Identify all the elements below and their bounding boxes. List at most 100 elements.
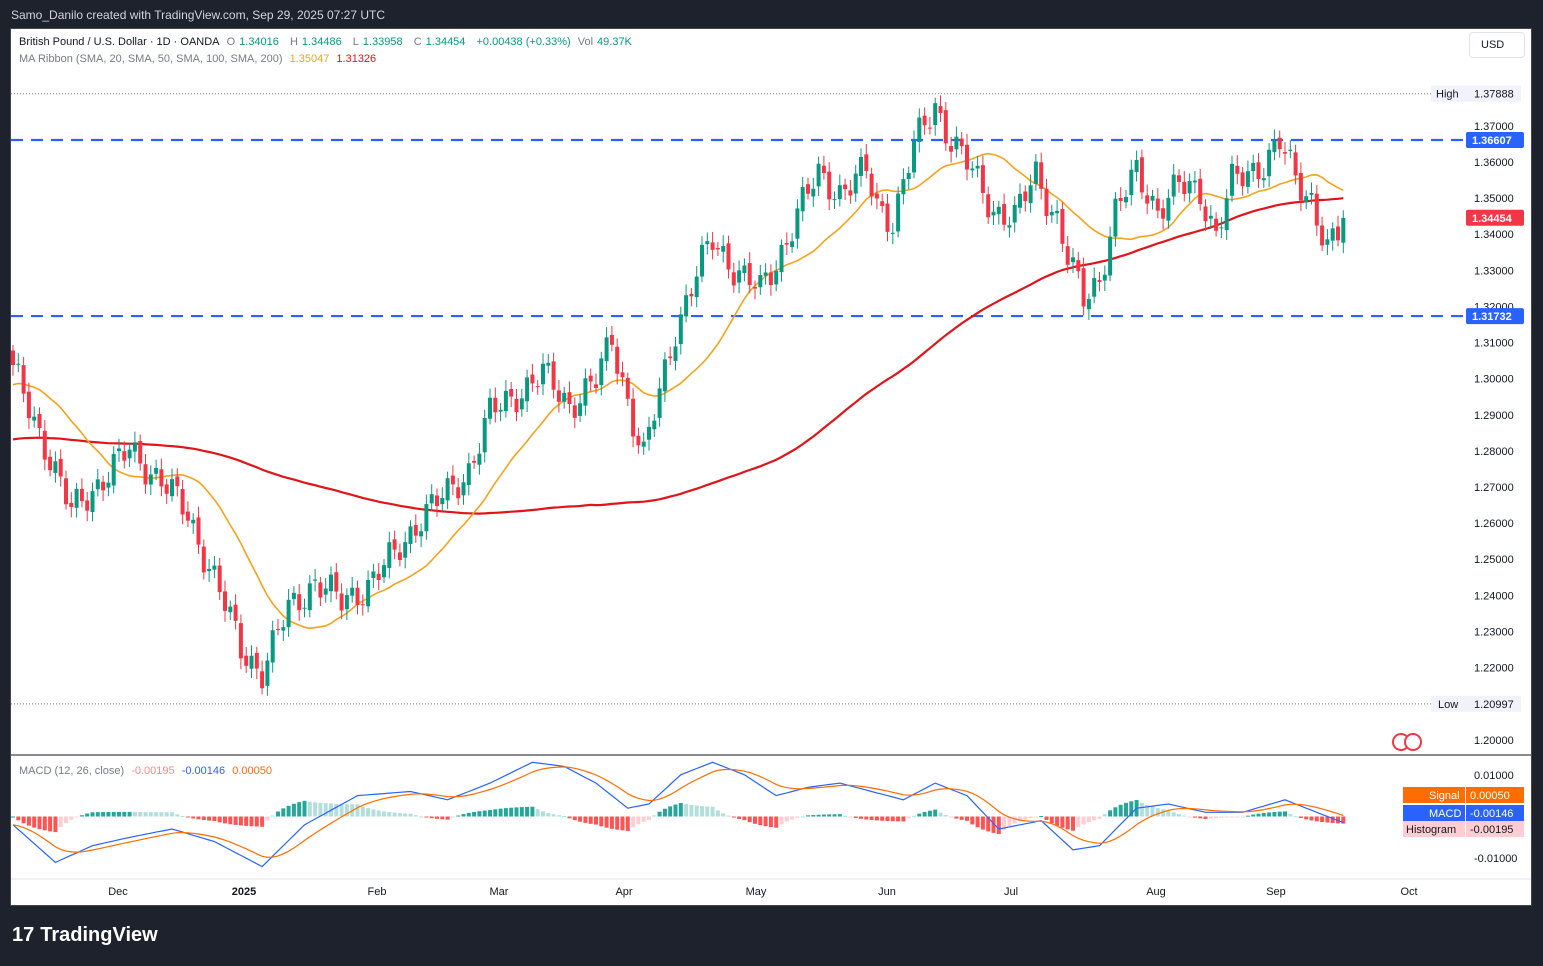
macd-histogram-bar [122,811,127,817]
candle-body [371,571,376,579]
candle-body [546,362,551,366]
candle-body [726,243,731,270]
macd-histogram-bar [498,808,503,817]
macd-histogram-bar [551,814,556,817]
macd-histogram-bar [779,816,784,825]
candle-body [1304,196,1309,203]
candle-body [260,671,265,689]
candle-body [106,482,111,488]
candle-body [1002,204,1007,225]
macd-histogram-bar [435,816,439,819]
candle-body [313,579,318,581]
macd-histogram-bar [726,815,731,817]
macd-histogram-bar [535,809,540,817]
macd-signal-value: 0.00050 [232,765,272,777]
candle-body [837,185,842,200]
candle-body [413,525,418,536]
price-tick-label: 1.20000 [1474,735,1514,747]
level-price-tag [1466,308,1524,325]
price-tick-label: 1.28000 [1474,446,1514,458]
macd-histogram-bar [689,804,694,817]
macd-histogram-bar [530,806,535,817]
candle-body [37,413,42,428]
macd-histogram-bar [32,816,37,828]
candle-body [694,276,699,298]
candle-body [509,389,514,397]
sma-50-line [12,152,1344,630]
chart-frame[interactable]: 1.390001.380001.370001.360001.350001.340… [10,28,1532,906]
candle-body [291,592,296,600]
macd-histogram-bar [1277,811,1282,817]
macd-histogram-bar [1341,816,1346,824]
macd-histogram-bar [896,816,901,822]
price-tick-label: 1.30000 [1474,374,1514,386]
macd-histogram-bar [85,813,90,817]
macd-histogram-bar [715,810,720,817]
macd-histogram-bar [233,816,238,825]
candle-body [737,270,742,283]
price-legend: British Pound / U.S. Dollar · 1D · OANDA… [19,36,640,48]
chart-canvas[interactable]: 1.390001.380001.370001.360001.350001.340… [11,29,1531,905]
macd-histogram-bar [541,811,545,817]
time-axis-label: Dec [108,886,128,898]
macd-histogram-bar [594,816,598,825]
histogram-tag-value: -0.00195 [1470,824,1513,836]
candle-body [376,573,381,580]
macd-histogram-bar [1044,816,1049,820]
candle-body [980,165,985,193]
macd-histogram-bar [880,816,885,821]
macd-histogram-bar [1108,810,1113,817]
macd-histogram-bar [1018,816,1022,822]
macd-histogram-bar [419,816,424,818]
macd-histogram-bar [1182,815,1187,817]
candle-body [1309,192,1314,195]
macd-histogram-bar [768,816,773,828]
macd-histogram-bar [1261,813,1266,817]
macd-histogram-bar [1033,816,1038,818]
candle-body [620,372,625,378]
macd-histogram-bar [53,816,58,833]
macd-histogram-bar [1240,816,1245,818]
tradingview-logo[interactable]: 17 TradingView [12,924,158,947]
candle-body [853,173,858,194]
candle-body [1171,174,1176,197]
macd-histogram-bar [906,816,911,819]
macd-histogram-bar [1224,816,1229,818]
candle-body [42,430,47,460]
candle-body [583,378,588,406]
candle-body [874,193,879,199]
candle-body [1129,169,1134,196]
candle-body [148,474,153,485]
macd-histogram-bar [604,816,609,828]
candle-body [334,572,339,592]
candle-body [387,542,392,568]
candle-body [1288,149,1293,151]
macd-histogram-bar [1039,815,1044,817]
macd-histogram-bar [774,816,779,828]
macd-histogram-bar [1198,816,1203,819]
macd-histogram-bar [1028,816,1033,819]
macd-histogram-bar [1007,816,1012,827]
candle-body [1192,180,1197,183]
tradingview-logo-icon: 17 [12,924,35,946]
candle-body [647,426,651,440]
macd-histogram-bar [795,816,800,818]
candle-body [1267,149,1272,177]
candle-body [450,475,455,485]
macd-histogram-bar [657,811,662,817]
us-flag-icon[interactable] [1404,733,1422,751]
macd-histogram-bar [1092,816,1097,821]
macd-histogram-bar [514,807,519,817]
candle-body [742,265,747,274]
currency-button[interactable]: USD [1469,32,1525,58]
macd-histogram-bar [42,816,47,831]
candle-body [1256,162,1261,179]
macd-histogram-bar [1272,812,1277,817]
candle-body [159,469,164,487]
macd-histogram-bar [572,816,577,821]
macd-histogram-bar [848,816,853,818]
histogram-tag-value-bg [1466,821,1524,837]
macd-tag-label-bg [1403,805,1465,821]
macd-histogram-bar [1049,816,1054,824]
candle-body [795,208,800,239]
